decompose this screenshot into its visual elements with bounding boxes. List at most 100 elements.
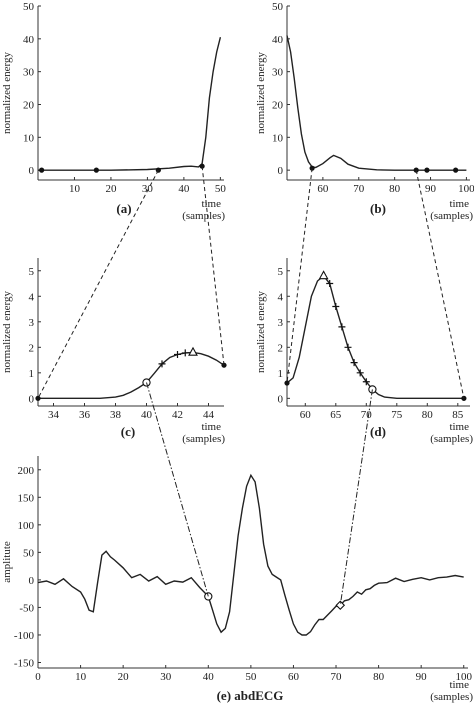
x-tick-label: 75 (391, 409, 403, 421)
y-tick-label: 5 (278, 266, 284, 278)
marker-dot (221, 362, 227, 368)
x-tick-label: 40 (141, 409, 153, 421)
x-tick-label: 34 (48, 409, 60, 421)
panel-caption: (d) (370, 424, 386, 439)
y-tick-label: 50 (23, 1, 35, 13)
x-tick-label: 100 (455, 671, 472, 683)
y-tick-label: 20 (272, 99, 284, 111)
marker-plus (350, 359, 358, 367)
x-axis-label-units: (samples) (430, 691, 473, 703)
x-axis-label: time (201, 198, 221, 210)
x-tick-label: 60 (300, 409, 312, 421)
y-tick-label: 0 (29, 165, 35, 177)
x-axis-label: time (201, 421, 221, 433)
y-tick-label: 10 (23, 132, 35, 144)
y-tick-label: 1 (278, 368, 284, 380)
series-line-a (38, 37, 222, 171)
y-tick-label: 3 (278, 317, 284, 329)
y-tick-label: 4 (29, 291, 35, 303)
connector-line (415, 170, 465, 399)
x-tick-label: 44 (203, 409, 215, 421)
y-tick-label: 100 (18, 520, 35, 532)
marker-dot (453, 167, 459, 173)
x-tick-label: 10 (75, 671, 87, 683)
connector-line (286, 168, 313, 384)
x-axis-label: time (449, 679, 469, 691)
y-tick-label: 5 (29, 266, 35, 278)
series-line-d (286, 274, 464, 399)
marker-dot (284, 380, 290, 386)
marker-plus (174, 350, 181, 358)
x-axis-label-units: (samples) (430, 210, 473, 222)
y-tick-label: -50 (19, 602, 34, 614)
y-tick-label: 1 (29, 368, 35, 380)
marker-plus (362, 378, 370, 386)
marker-dot (35, 395, 41, 401)
x-tick-label: 40 (178, 183, 190, 195)
x-axis-label: time (449, 421, 469, 433)
x-tick-label: 50 (215, 183, 227, 195)
y-tick-label: 0 (29, 393, 35, 405)
x-tick-label: 80 (422, 409, 434, 421)
y-tick-label: 30 (23, 67, 35, 79)
marker-dot (199, 163, 205, 169)
x-axis-label-units: (samples) (182, 433, 225, 445)
panel-caption: (c) (121, 424, 135, 439)
x-tick-label: 10 (69, 183, 81, 195)
y-tick-label: -150 (14, 657, 35, 669)
x-tick-label: 20 (105, 183, 117, 195)
y-tick-label: 150 (18, 492, 35, 504)
y-axis-label: amplitute (1, 541, 13, 583)
y-tick-label: 3 (29, 317, 35, 329)
x-tick-label: 80 (389, 183, 401, 195)
x-tick-label: 100 (458, 183, 474, 195)
x-tick-label: 80 (373, 671, 385, 683)
x-tick-label: 65 (330, 409, 342, 421)
x-tick-label: 90 (425, 183, 437, 195)
y-tick-label: 50 (272, 1, 284, 13)
chart-panel-a: 10 20 30 40 50 0 10 20 30 40 50 normalized energy ti… (1, 1, 226, 222)
y-axis-label: normalized energy (255, 52, 267, 134)
series-line-b (286, 35, 467, 171)
x-tick-label: 90 (416, 671, 428, 683)
connector-line (339, 389, 373, 606)
y-tick-label: 40 (272, 34, 284, 46)
x-tick-label: 70 (353, 183, 365, 195)
marker-plus (181, 349, 189, 357)
y-tick-label: 40 (23, 34, 35, 46)
marker-plus (158, 360, 166, 368)
marker-triangle (188, 346, 198, 356)
y-tick-label: 0 (29, 575, 35, 587)
y-tick-label: 2 (29, 342, 35, 354)
x-tick-label: 38 (110, 409, 122, 421)
marker-dot (309, 165, 315, 171)
x-tick-label: 36 (79, 409, 91, 421)
connector-line (146, 382, 209, 597)
y-tick-label: 20 (23, 99, 35, 111)
x-tick-label: 60 (288, 671, 300, 683)
x-axis-label-units: (samples) (182, 210, 225, 222)
marker-plus (356, 369, 364, 377)
x-tick-label: 20 (118, 671, 130, 683)
x-tick-label: 30 (142, 183, 154, 195)
x-tick-label: 85 (452, 409, 464, 421)
x-tick-label: 0 (35, 671, 41, 683)
x-tick-label: 60 (317, 183, 329, 195)
chart-panel-b: 60 70 80 90 100 0 10 20 30 40 50 normalized energy t… (255, 1, 474, 222)
x-tick-label: 42 (172, 409, 183, 421)
marker-plus (326, 280, 334, 288)
x-tick-label: 70 (331, 671, 343, 683)
panel-caption: (b) (370, 201, 386, 216)
series-line-c (38, 351, 225, 399)
chart-panel-e: 0 10 20 30 40 50 60 70 80 90 100 -150 -100 -50 0 50 100 1… (1, 456, 473, 703)
y-tick-label: 10 (272, 132, 284, 144)
x-tick-label: 30 (160, 671, 172, 683)
y-axis-label: normalized energy (1, 291, 13, 373)
y-tick-label: 4 (278, 291, 284, 303)
y-axis-label: normalized energy (255, 291, 267, 373)
x-axis-label: time (449, 198, 469, 210)
marker-plus (332, 302, 340, 310)
series-line-e (37, 473, 464, 636)
